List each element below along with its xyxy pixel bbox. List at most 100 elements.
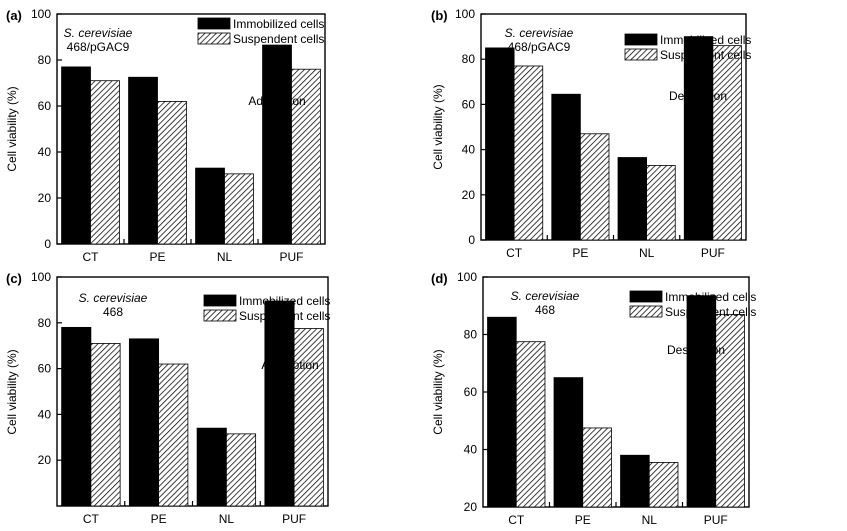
chart-2-legend-swatch [624,33,658,46]
chart-3-y-axis-label: Cell viability (%) [5,349,19,434]
chart-3-bar-immobilized-ct [61,326,92,507]
chart-2-bar-immobilized-ct [485,47,515,241]
chart-4-bar-immobilized-nl [620,454,650,508]
chart-1-bar-immobilized-nl [195,167,225,245]
chart-2-y-tick-label: 60 [462,97,476,111]
chart-2-bar-suspendent-pe [579,133,610,241]
chart-1-bar-immobilized-ct [61,66,91,245]
chart-2-organism-label: S. cerevisiae [505,26,574,40]
chart-2-panel: 0 20 40 60 80 100 CT PE NL PUF (b) S. cerevisiae468… [431,7,751,260]
chart-1-y-axis-label: Cell viability (%) [5,86,19,171]
chart-2-y-tick-label: 0 [468,233,475,247]
chart-1-annotation: Adsorption [248,94,305,108]
chart-3-panel-label: (c) [6,271,22,286]
chart-4-y-tick-label: 60 [464,385,478,399]
chart-3-y-tick-label: 80 [38,316,52,330]
chart-3-annotation: Adsorption [261,358,318,372]
chart-1-organism-label: S. cerevisiae [64,26,133,40]
chart-1-bar-suspendent-nl [224,173,254,245]
chart-2-bar-suspendent-nl [646,165,676,241]
chart-3-bar-immobilized-pe [128,338,160,507]
chart-2-x-tick-label-nl: NL [639,246,655,260]
chart-3-legend-entry: Immobilized cells [239,294,330,308]
chart-4-bar-suspendent-nl [648,462,679,508]
chart-2-x-tick-label-pe: PE [572,246,588,260]
chart-1-legend-swatch [197,17,231,30]
chart-1-panel: 0 20 40 60 80 100 CT PE NL PUF (a) S. cerevisiae468… [5,7,326,264]
chart-1-legend-entry: Immobilized cells [233,17,324,31]
chart-1-bar-immobilized-pe [128,76,158,245]
chart-3-x-tick-label-puf: PUF [282,512,306,526]
chart-4-y-tick-label: 100 [457,270,477,284]
chart-3-bar-immobilized-puf [264,300,295,507]
chart-3-y-tick-label: 20 [38,453,52,467]
chart-2-bar-suspendent-puf [712,45,742,241]
chart-4-strain-label: 468 [535,303,555,317]
chart-4-x-tick-label-puf: PUF [704,513,728,527]
chart-2-bar-immobilized-puf [683,36,714,241]
chart-2-x-tick-label-puf: PUF [701,246,725,260]
chart-2-bar-suspendent-ct [513,65,544,241]
chart-3-x-tick-label-nl: NL [219,512,235,526]
chart-3-y-tick-label: 60 [38,362,52,376]
chart-3-bar-suspendent-nl [225,433,257,507]
chart-1-bar-suspendent-pe [157,101,187,245]
chart-3-x-tick-label-ct: CT [83,512,100,526]
chart-4-bar-immobilized-pe [553,377,584,508]
chart-3-bar-immobilized-nl [196,427,227,507]
chart-1-legend-entry: Suspendent cells [233,32,324,46]
chart-4-bar-suspendent-puf [715,313,745,508]
chart-2-y-tick-label: 100 [455,7,475,21]
chart-3-legend-swatch [203,309,237,322]
chart-2-strain-label: 468/pGAC9 [508,40,571,54]
chart-2-annotation: Desorption [669,89,727,103]
chart-1-bar-suspendent-ct [90,80,120,245]
chart-4-y-tick-label: 40 [464,443,478,457]
chart-3-bar-suspendent-puf [293,328,324,507]
chart-1-y-tick-label: 60 [38,99,52,113]
chart-3-legend-swatch [203,294,237,307]
chart-2-legend-entry: Immobilized cells [660,33,751,47]
chart-4-bar-immobilized-puf [686,295,717,508]
chart-2-y-tick-label: 40 [462,143,476,157]
chart-3-organism-label: S. cerevisiae [79,291,148,305]
chart-2-y-tick-label: 80 [462,52,476,66]
chart-2-x-tick-label-ct: CT [506,246,523,260]
chart-2-bar-immobilized-pe [551,93,581,241]
chart-3-x-tick-label-pe: PE [151,512,167,526]
chart-4-bar-suspendent-pe [582,427,612,508]
chart-4-x-tick-label-nl: NL [642,513,658,527]
chart-4-y-tick-label: 80 [464,328,478,342]
chart-4-legend-entry: Suspendent cells [665,305,756,319]
chart-4-annotation: Desorption [667,343,725,357]
chart-1-y-tick-label: 20 [38,191,52,205]
chart-4-legend-swatch [629,290,663,303]
chart-4-panel-label: (d) [431,271,448,286]
chart-1-y-tick-label: 100 [31,7,51,21]
chart-1-x-tick-label-ct: CT [83,250,100,264]
chart-3-bar-suspendent-pe [158,363,189,507]
chart-4-x-tick-label-ct: CT [508,513,525,527]
chart-2-legend-entry: Suspendent cells [660,48,751,62]
chart-4-organism-label: S. cerevisiae [511,289,580,303]
chart-1-bar-suspendent-puf [291,68,321,245]
chart-4-legend-entry: Immobilized cells [665,290,756,304]
chart-1-y-tick-label: 80 [38,53,52,67]
chart-4-y-tick-label: 20 [464,500,478,514]
chart-4-legend-swatch [629,305,663,318]
chart-1-y-tick-label: 0 [44,237,51,251]
chart-1-x-tick-label-puf: PUF [280,250,304,264]
chart-3-bar-suspendent-ct [90,343,121,507]
chart-2-panel-label: (b) [431,8,448,23]
chart-1-strain-label: 468/pGAC9 [67,40,130,54]
chart-2-legend-swatch [624,48,658,61]
chart-2-y-axis-label: Cell viability (%) [431,84,445,169]
chart-4-y-axis-label: Cell viability (%) [431,349,445,434]
chart-3-y-tick-label: 40 [38,407,52,421]
chart-3-strain-label: 468 [103,305,123,319]
